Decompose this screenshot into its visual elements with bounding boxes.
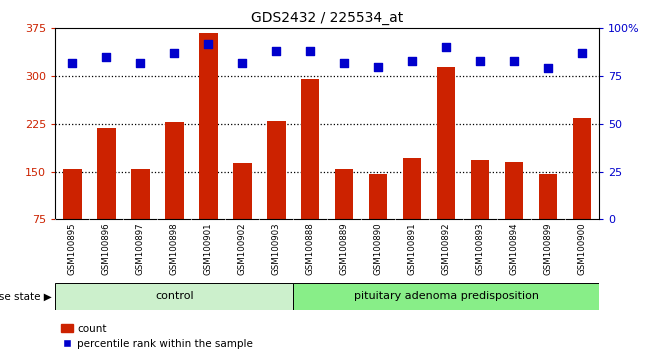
Bar xyxy=(199,33,217,219)
Point xyxy=(305,48,315,54)
Bar xyxy=(233,164,251,219)
Point xyxy=(475,58,485,64)
Point xyxy=(135,60,145,65)
Text: GSM100895: GSM100895 xyxy=(68,223,77,275)
Point xyxy=(169,50,180,56)
Point xyxy=(203,41,214,46)
Text: GSM100902: GSM100902 xyxy=(238,223,247,275)
Text: disease state ▶: disease state ▶ xyxy=(0,291,52,302)
Text: GSM100893: GSM100893 xyxy=(475,223,484,275)
Bar xyxy=(471,160,490,219)
Bar xyxy=(403,158,421,219)
Text: pituitary adenoma predisposition: pituitary adenoma predisposition xyxy=(353,291,538,302)
Bar xyxy=(131,169,150,219)
Point xyxy=(271,48,281,54)
Point xyxy=(543,65,553,71)
Text: GSM100891: GSM100891 xyxy=(408,223,417,275)
Text: GSM100900: GSM100900 xyxy=(577,223,587,275)
Text: GDS2432 / 225534_at: GDS2432 / 225534_at xyxy=(251,11,403,25)
Bar xyxy=(335,169,353,219)
Text: GSM100894: GSM100894 xyxy=(510,223,518,275)
Point xyxy=(509,58,519,64)
Point xyxy=(237,60,247,65)
Text: control: control xyxy=(155,291,193,302)
Text: GSM100889: GSM100889 xyxy=(340,223,349,275)
Bar xyxy=(97,129,116,219)
Point xyxy=(339,60,350,65)
Bar xyxy=(165,122,184,219)
Bar xyxy=(538,173,557,219)
Bar xyxy=(437,67,456,219)
Bar xyxy=(301,79,320,219)
Bar xyxy=(505,162,523,219)
Bar xyxy=(267,121,286,219)
Point xyxy=(373,64,383,69)
Bar xyxy=(293,283,599,310)
Text: GSM100899: GSM100899 xyxy=(544,223,553,275)
Bar xyxy=(55,283,293,310)
Point xyxy=(577,50,587,56)
Point xyxy=(67,60,77,65)
Bar xyxy=(573,118,591,219)
Text: GSM100890: GSM100890 xyxy=(374,223,383,275)
Text: GSM100901: GSM100901 xyxy=(204,223,213,275)
Bar xyxy=(63,169,81,219)
Bar xyxy=(368,173,387,219)
Legend: count, percentile rank within the sample: count, percentile rank within the sample xyxy=(61,324,253,349)
Point xyxy=(407,58,417,64)
Point xyxy=(441,45,451,50)
Text: GSM100898: GSM100898 xyxy=(170,223,179,275)
Text: GSM100892: GSM100892 xyxy=(441,223,450,275)
Text: GSM100903: GSM100903 xyxy=(271,223,281,275)
Text: GSM100897: GSM100897 xyxy=(136,223,145,275)
Point xyxy=(101,54,111,60)
Text: GSM100896: GSM100896 xyxy=(102,223,111,275)
Text: GSM100888: GSM100888 xyxy=(305,223,314,275)
